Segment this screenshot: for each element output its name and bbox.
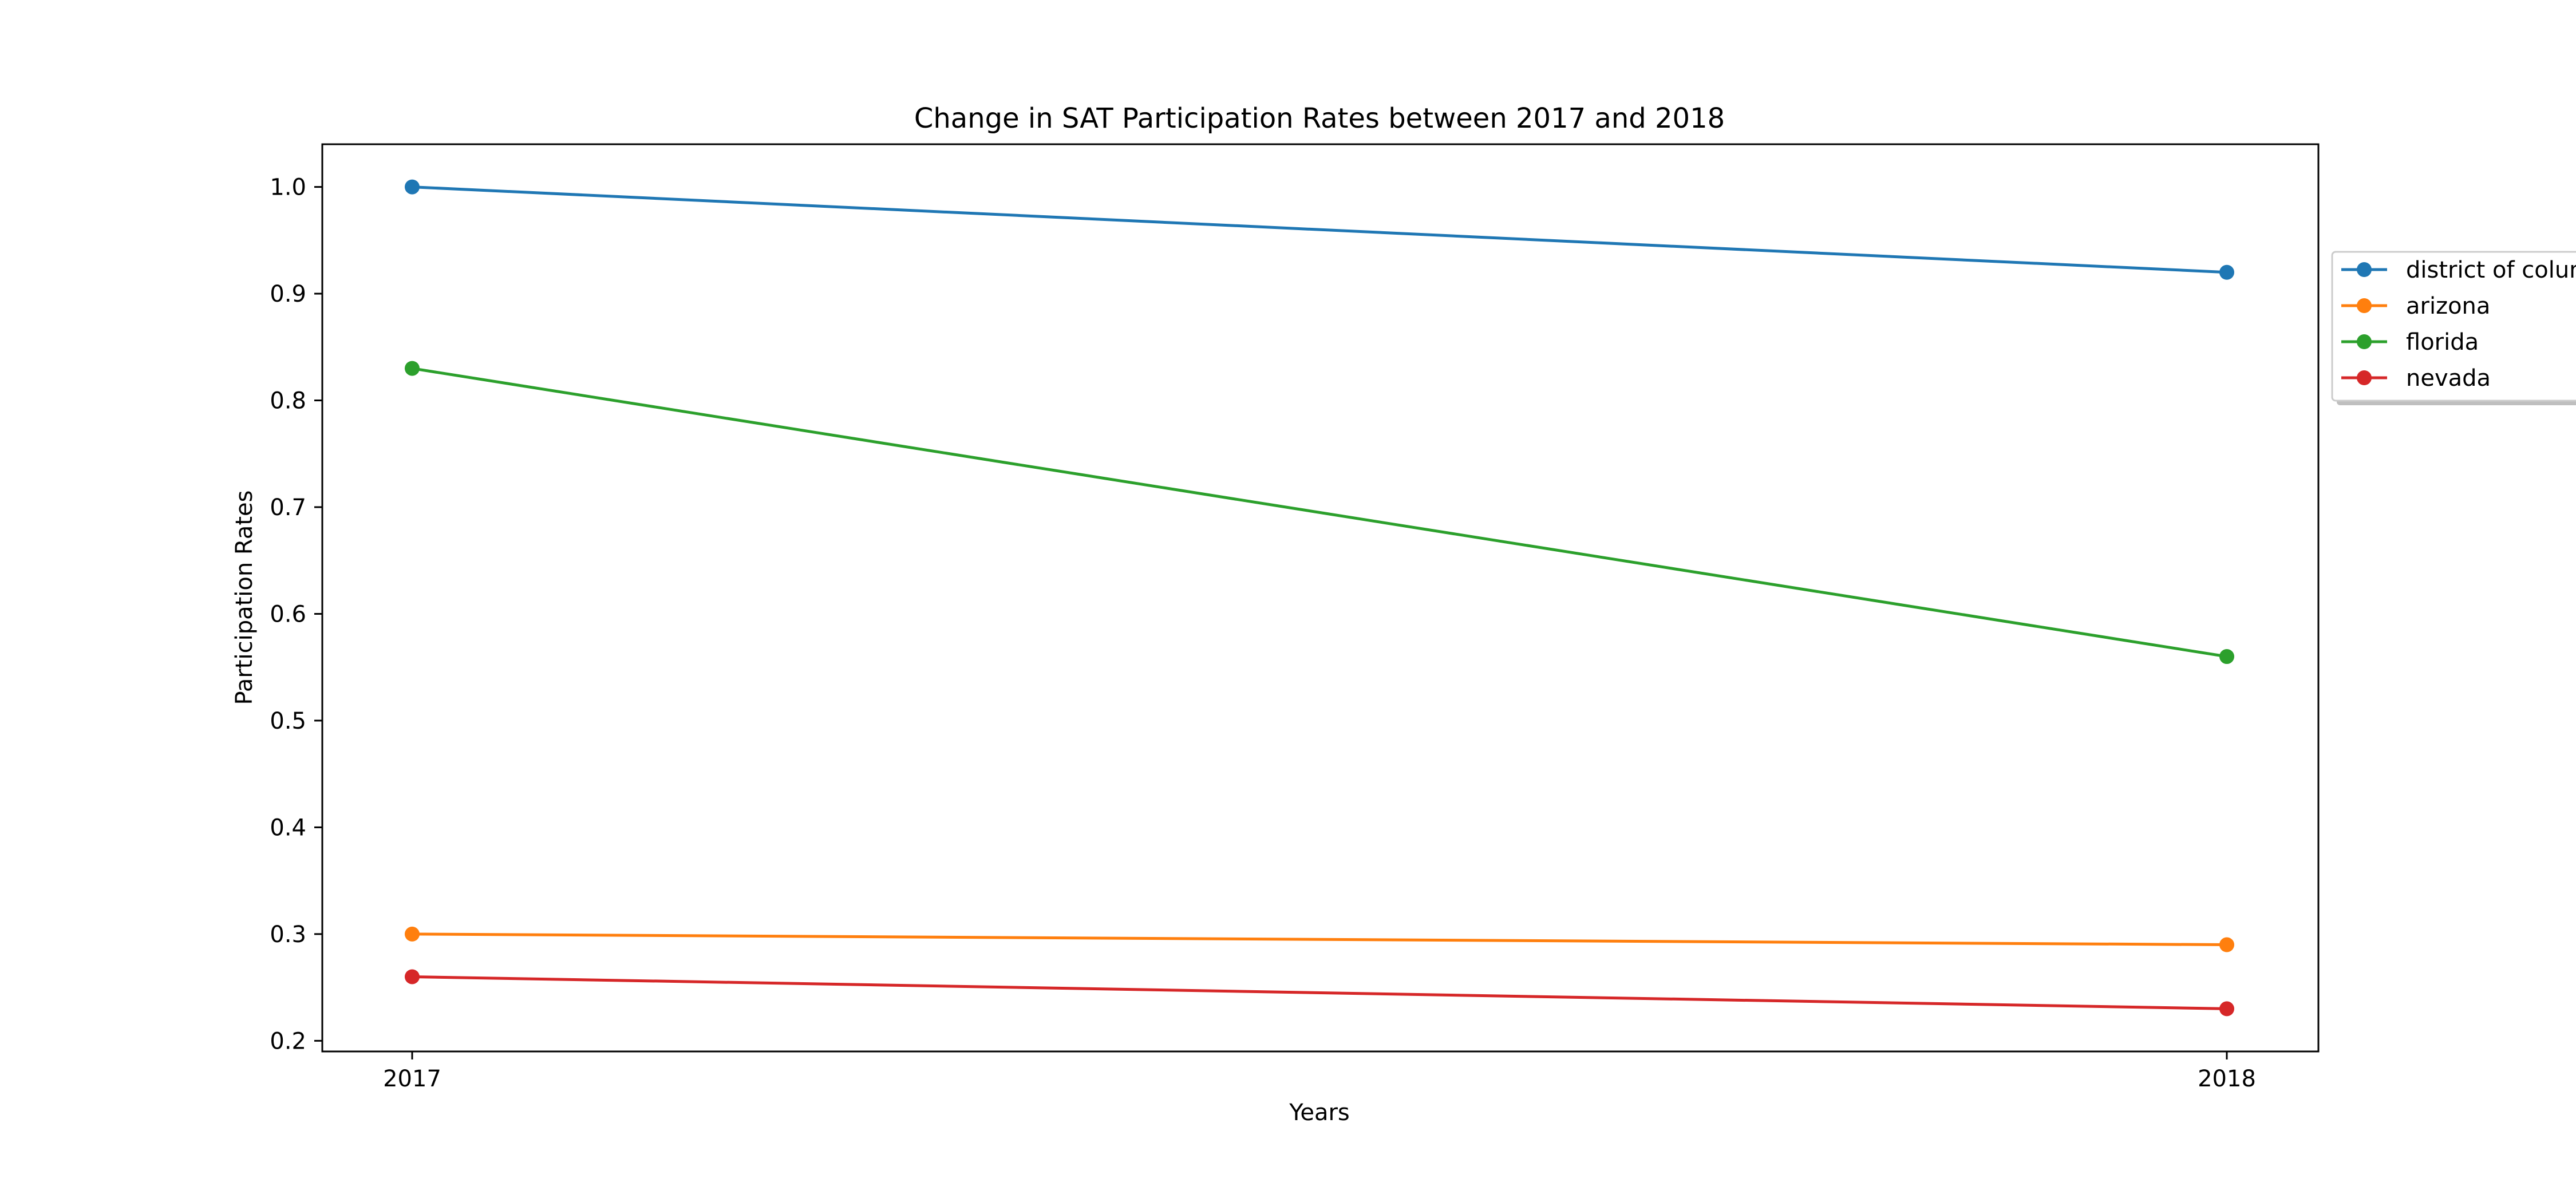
legend-label-florida: florida bbox=[2406, 329, 2479, 355]
data-point-district-of-columbia bbox=[405, 179, 420, 195]
data-point-arizona bbox=[405, 926, 420, 942]
legend-box bbox=[2331, 251, 2576, 402]
y-axis: 0.2 0.3 0.4 0.5 0.6 0.7 0.8 0.9 1.0 bbox=[270, 175, 322, 1054]
y-tick-label: 0.9 bbox=[270, 281, 306, 307]
data-point-district-of-columbia bbox=[2219, 264, 2234, 280]
chart-title: Change in SAT Participation Rates betwee… bbox=[914, 102, 1725, 135]
axes-frame bbox=[321, 143, 2320, 1053]
series-line-district-of-columbia bbox=[412, 185, 2227, 274]
y-tick-label: 0.7 bbox=[270, 495, 306, 521]
plot-area bbox=[405, 179, 2234, 1017]
y-tick-label: 0.6 bbox=[270, 601, 306, 627]
x-axis-label: Years bbox=[1289, 1100, 1350, 1126]
data-point-nevada bbox=[405, 969, 420, 984]
y-tick-label: 0.3 bbox=[270, 922, 306, 948]
series-line-florida bbox=[412, 367, 2227, 658]
x-tick-label: 2017 bbox=[383, 1066, 441, 1092]
series-line-nevada bbox=[412, 975, 2227, 1010]
series-district-of-columbia bbox=[405, 179, 2234, 280]
series-nevada bbox=[405, 969, 2234, 1017]
series-florida bbox=[405, 361, 2234, 665]
data-point-arizona bbox=[2219, 937, 2234, 952]
y-tick-label: 0.2 bbox=[270, 1028, 306, 1054]
series-arizona bbox=[405, 926, 2234, 952]
legend-marker-nevada bbox=[2357, 370, 2372, 385]
y-axis-label: Participation Rates bbox=[231, 491, 258, 705]
legend-label-district-of-columbia: district of columbia bbox=[2406, 257, 2576, 283]
legend: district of columbia arizona florida nevada bbox=[2331, 251, 2576, 405]
legend-marker-district-of-columbia bbox=[2357, 262, 2372, 277]
data-point-florida bbox=[405, 361, 420, 376]
x-axis: 2017 2018 bbox=[383, 1051, 2256, 1092]
legend-marker-florida bbox=[2357, 334, 2372, 349]
legend-label-nevada: nevada bbox=[2406, 365, 2491, 392]
y-tick-label: 1.0 bbox=[270, 175, 306, 201]
legend-marker-arizona bbox=[2357, 298, 2372, 313]
y-tick-label: 0.4 bbox=[270, 814, 306, 841]
data-point-nevada bbox=[2219, 1001, 2234, 1017]
data-point-florida bbox=[2219, 649, 2234, 665]
x-tick-label: 2018 bbox=[2198, 1066, 2256, 1092]
legend-label-arizona: arizona bbox=[2406, 293, 2490, 319]
series-line-arizona bbox=[412, 932, 2227, 947]
y-tick-label: 0.8 bbox=[270, 388, 306, 414]
y-tick-label: 0.5 bbox=[270, 708, 306, 734]
